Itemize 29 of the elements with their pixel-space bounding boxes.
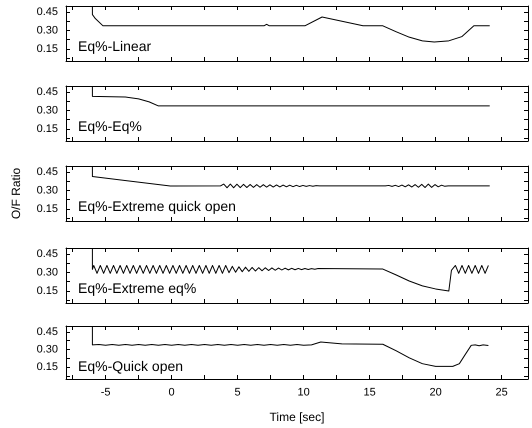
annotation: Eq%-Linear [78, 38, 152, 54]
x-axis-title: Time [sec] [270, 410, 324, 424]
y-tick-label: 0.30 [36, 266, 58, 278]
x-tick-label: 0 [168, 386, 175, 398]
annotation: Eq%-Quick open [78, 358, 184, 374]
x-tick-label: 5 [234, 386, 241, 398]
x-tick-label: 25 [495, 386, 508, 398]
y-tick-label: 0.30 [36, 184, 58, 196]
y-tick-label: 0.15 [36, 202, 58, 215]
y-axis-title: O/F Ratio [9, 168, 23, 220]
y-tick-label: 0.15 [36, 284, 58, 297]
x-tick-label: 10 [297, 386, 310, 398]
y-tick-label: 0.45 [36, 166, 58, 178]
y-tick-label: 0.45 [36, 6, 58, 18]
y-tick-label: 0.30 [36, 24, 58, 36]
y-tick-label: 0.15 [36, 42, 58, 55]
y-tick-label: 0.15 [36, 122, 58, 135]
y-tick-label: 0.45 [36, 248, 58, 260]
y-tick-label: 0.45 [36, 86, 58, 98]
annotation: Eq%-Extreme eq% [78, 280, 196, 296]
y-tick-label: 0.30 [36, 344, 58, 356]
y-tick-label: 0.30 [36, 104, 58, 116]
x-tick-label: 20 [429, 386, 442, 398]
annotation: Eq%-Extreme quick open [78, 198, 236, 214]
x-tick-label: 15 [363, 386, 376, 398]
x-tick-label: -5 [100, 386, 110, 398]
y-tick-label: 0.45 [36, 326, 58, 338]
annotation: Eq%-Eq% [78, 118, 142, 134]
y-tick-label: 0.15 [36, 361, 58, 374]
